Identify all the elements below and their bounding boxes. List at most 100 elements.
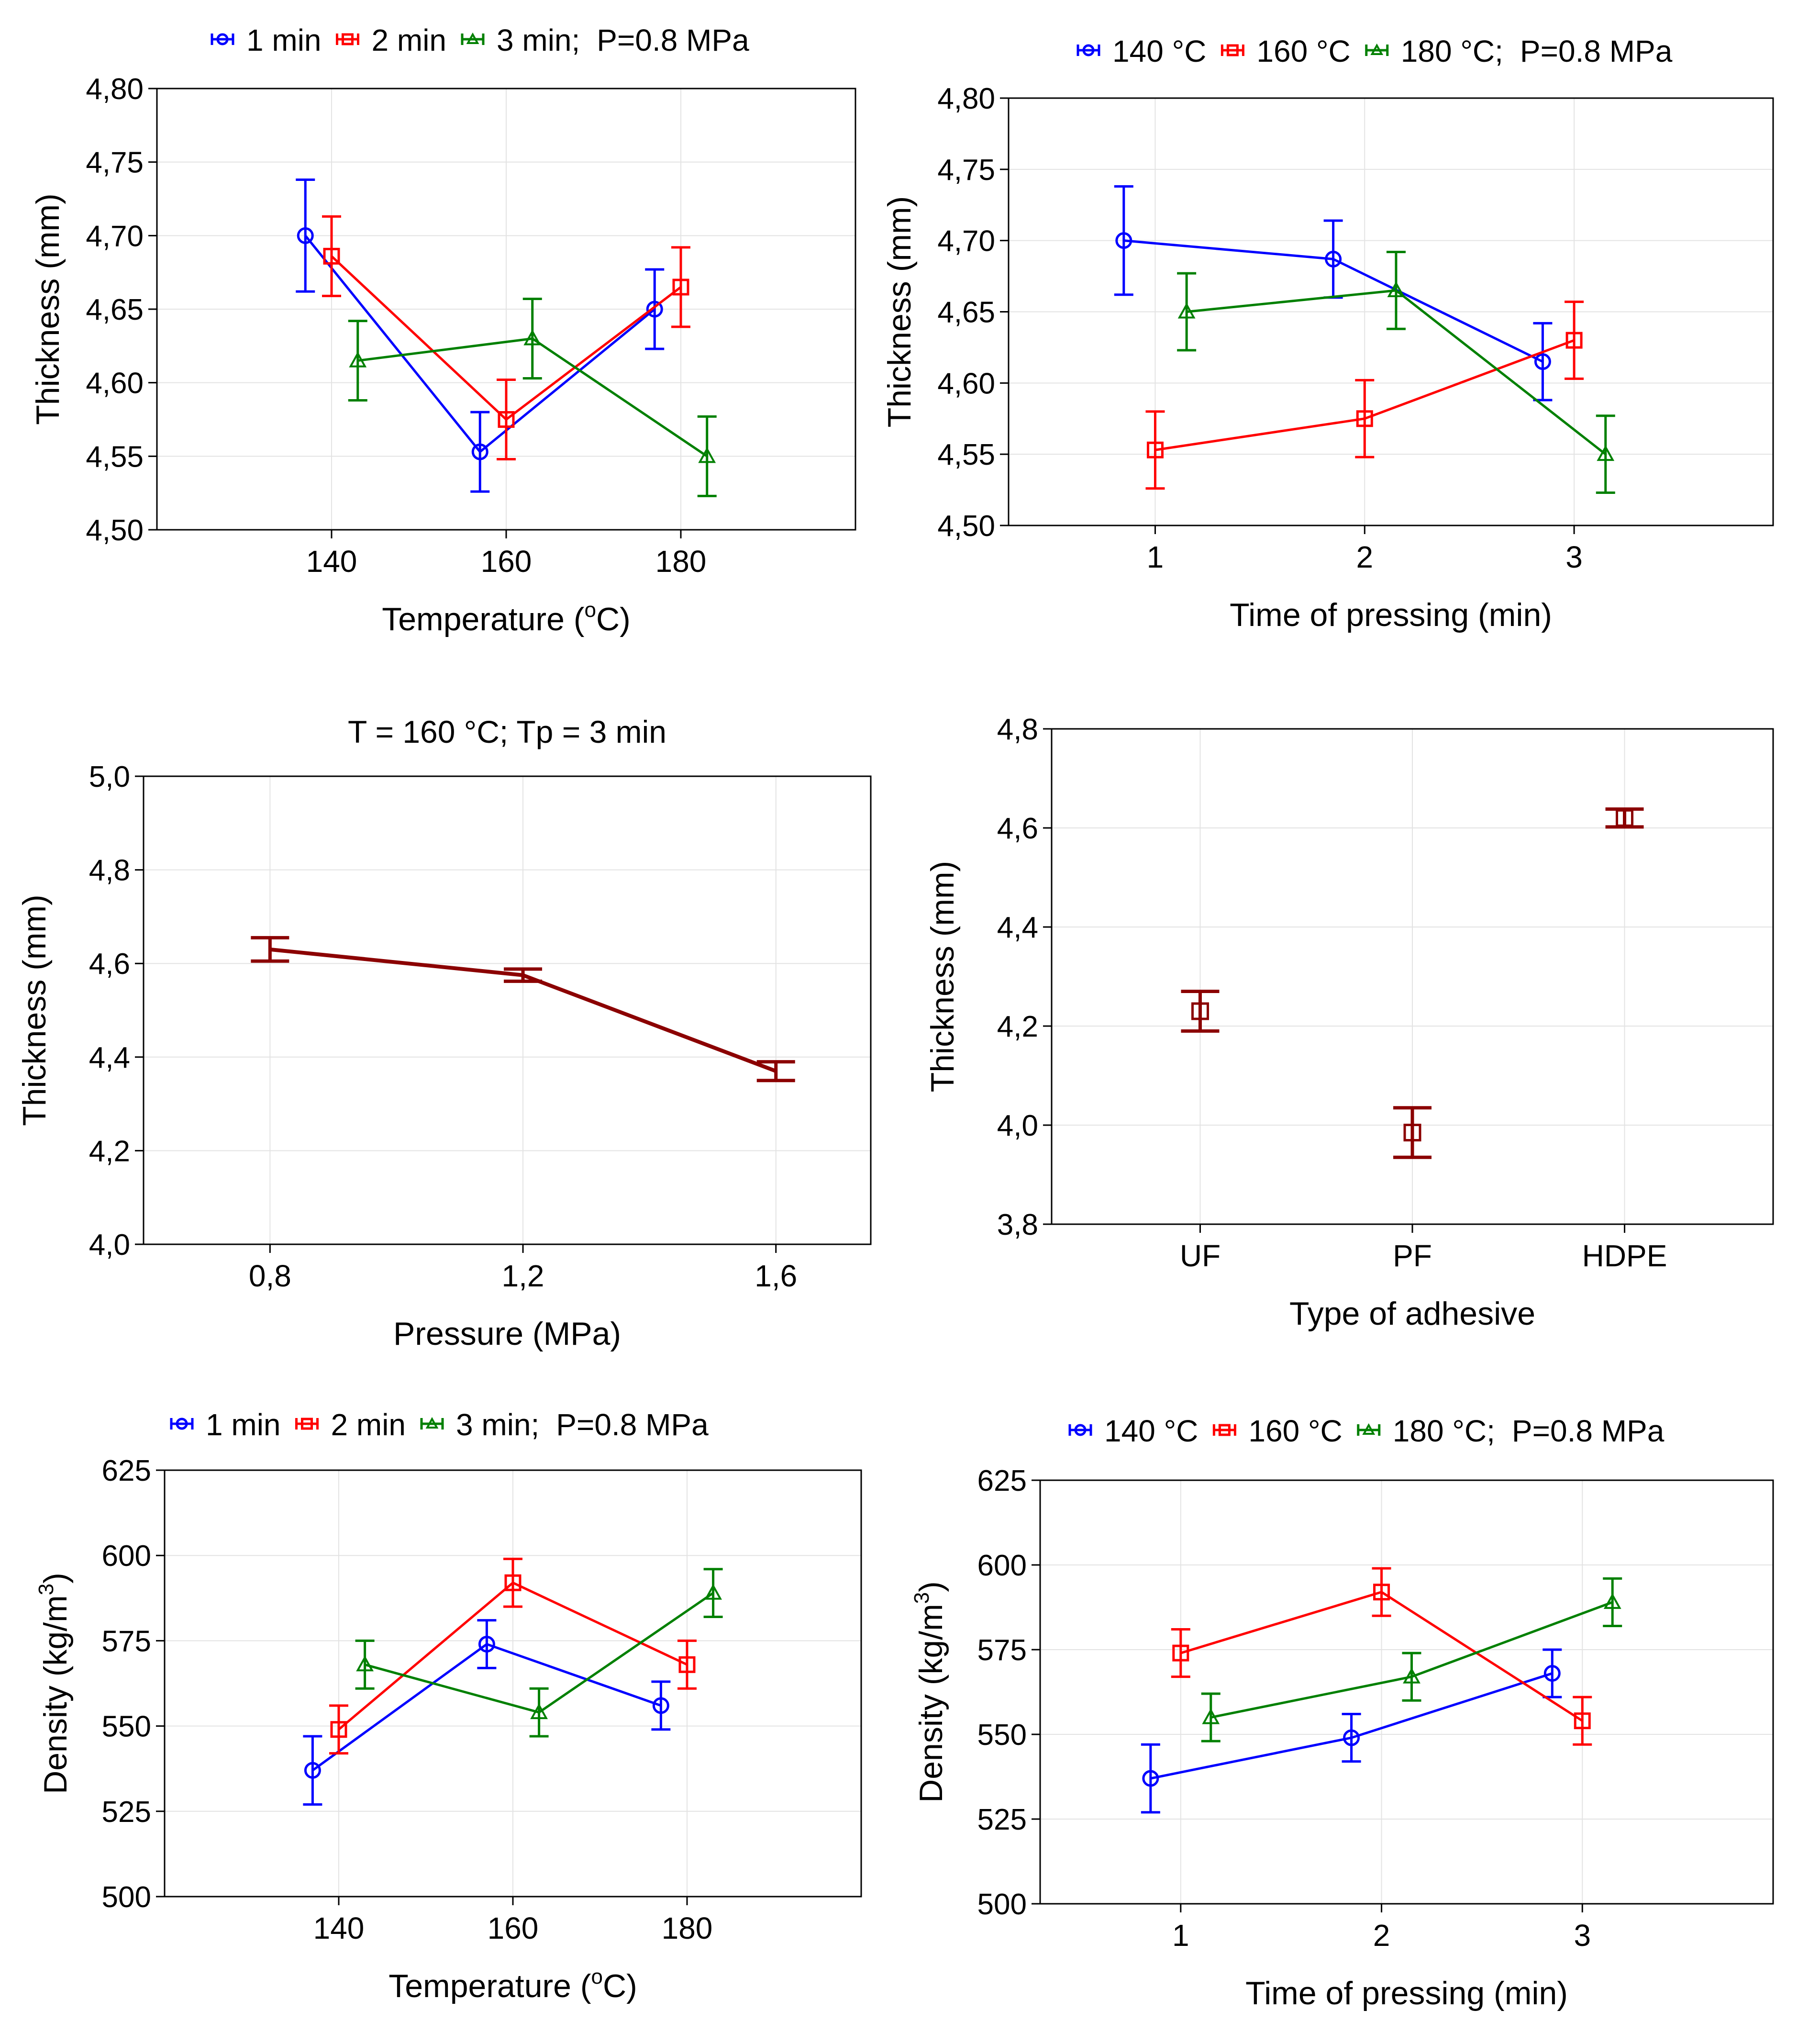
data-point-triangle [1403,1667,1421,1684]
x-tick-label: 140 [306,544,357,579]
legend-marker-square [1218,1424,1231,1436]
data-point-triangle [704,1584,722,1600]
legend-marker-square [301,1418,313,1430]
series-2 [1201,1577,1622,1742]
y-tick-label: 4,60 [937,367,995,400]
y-tick-label: 550 [977,1719,1027,1752]
y-axis-label: Thickness (mm) [881,196,918,428]
x-axis-label-end: C) [596,601,631,637]
legend: 1 min 2 min 3 min; P=0.8 MPa [170,1407,709,1442]
y-axis-label-sup: 3 [34,1584,58,1595]
data-point-circle [1325,250,1342,268]
y-tick-label: 4,75 [86,146,144,179]
legend-note: P=0.8 MPa [597,23,749,57]
data-point-circle [471,443,488,460]
chart-p4: 3,8 4,0 4,2 4,4 4,6 4,8 UF PF HDPE Type of adhesi… [924,713,1774,1332]
x-axis-label: Pressure (MPa) [393,1316,621,1352]
legend: 140 °C 160 °C 180 °C; P=0.8 MPa [1077,34,1673,68]
data-point-square [323,247,340,265]
x-tick-label: UF [1180,1239,1221,1273]
chart-p5: 500 525 550 575 600 625 140 160 180 Temperature (… [34,1407,862,2004]
y-tick-label: 600 [102,1540,151,1573]
data-point-circle [1543,1665,1561,1682]
y-tick-label: 625 [102,1454,151,1487]
legend-item: 160 °C [1221,34,1351,68]
data-point-circle [1142,1770,1159,1787]
legend-marker-circle [1082,44,1095,56]
legend-item: 3 min; [461,23,580,57]
y-axis-label: Thickness (mm) [30,193,66,425]
y-tick-label: 4,65 [86,293,144,326]
x-axis-label-text: Time of pressing (min) [1230,597,1552,633]
y-tick-label: 4,75 [937,154,995,187]
data-point-triangle [1603,1593,1621,1609]
x-tick-label: 160 [481,544,532,579]
x-tick-label: 0,8 [249,1259,291,1293]
y-tick-label: 3,8 [997,1208,1038,1241]
series-1 [329,1557,697,1755]
legend-label: 1 min [206,1407,281,1442]
x-tick-label: 1,6 [755,1259,797,1293]
series-1 [322,215,690,460]
legend-item: 180 °C; [1357,1414,1495,1448]
data-point-triangle [356,1655,374,1672]
x-axis-label-sup: o [585,598,596,622]
x-tick-label: 160 [488,1911,539,1945]
series-1 [1145,301,1584,490]
data-point-square [678,1656,696,1673]
data-point-triangle [698,447,716,463]
x-axis-label: Type of adhesive [1289,1296,1535,1332]
x-axis-label-text: Temperature ( [388,1968,591,2004]
legend-item: 180 °C; [1365,34,1503,68]
legend-item: 2 min [295,1407,406,1442]
data-point-square [1574,1712,1591,1730]
data-point-triangle [1177,302,1196,319]
y-axis-label: Density (kg/m3) [910,1581,949,1803]
data-point-circle [1115,232,1132,249]
legend-label: 180 °C; [1393,1414,1495,1448]
y-axis-label-text: Thickness (mm) [30,193,66,425]
data-point-square [1356,410,1373,427]
y-axis-label-text: Density (kg/m [37,1595,74,1794]
y-axis-label-text: Density (kg/m [913,1604,949,1803]
y-axis-label-text: Thickness (mm) [881,196,918,428]
y-tick-label: 4,70 [86,220,144,253]
data-point-square [1172,1644,1189,1662]
data-point-square [1146,441,1164,458]
legend-label: 140 °C [1104,1414,1198,1448]
x-axis-label-text: Time of pressing (min) [1245,1975,1568,2011]
y-tick-label: 4,0 [89,1229,130,1262]
series-0 [303,1619,671,1806]
data-point-triangle [1202,1708,1220,1724]
y-tick-label: 4,80 [937,82,995,115]
data-point-square [1403,1124,1421,1142]
series-2 [355,1568,723,1738]
y-tick-label: 525 [977,1803,1027,1836]
series-0 [251,936,795,1083]
data-point-triangle [349,351,367,368]
legend-label: 2 min [331,1407,406,1442]
y-tick-label: 575 [977,1634,1027,1667]
legend-item: 140 °C [1077,34,1206,68]
data-point-circle [478,1636,495,1653]
y-axis-label-sup: 3 [910,1592,933,1604]
y-tick-label: 4,8 [89,854,130,887]
x-tick-label: PF [1393,1239,1432,1273]
y-tick-label: 4,50 [937,510,995,543]
data-point-square [1373,1584,1390,1601]
x-tick-label: 140 [313,1911,365,1945]
legend-marker-square [342,33,354,45]
y-tick-label: 550 [102,1710,151,1743]
y-axis-label: Thickness (mm) [16,894,53,1126]
data-point-circle [304,1762,321,1779]
legend-label: 2 min [372,23,447,57]
legend-marker-triangle [1370,43,1384,55]
legend-note: P=0.8 MPa [1512,1414,1665,1448]
data-point-square [1191,1002,1209,1020]
legend: 1 min 2 min 3 min; P=0.8 MPa [211,23,749,57]
x-tick-label: 180 [662,1911,713,1945]
y-axis-label-end: ) [37,1573,74,1584]
legend-item: 3 min; [420,1407,539,1442]
legend-note: P=0.8 MPa [556,1407,709,1442]
